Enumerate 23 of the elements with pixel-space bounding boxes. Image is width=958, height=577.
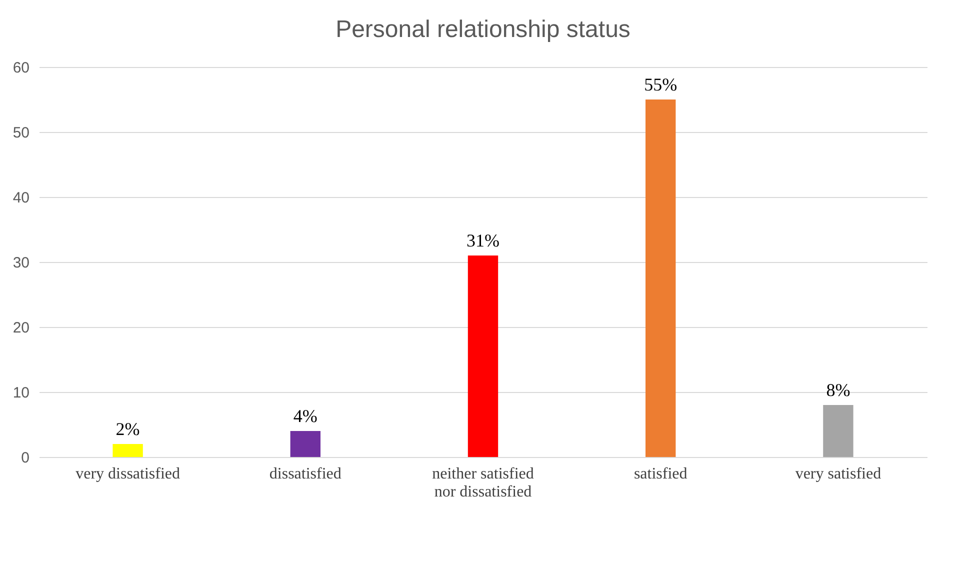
data-label: 55% xyxy=(644,74,678,94)
x-tick-label: satisfied xyxy=(634,466,688,482)
data-label: 31% xyxy=(466,230,500,250)
y-tick-label: 40 xyxy=(12,190,30,206)
bar xyxy=(112,444,143,457)
bar xyxy=(468,256,498,457)
bar xyxy=(823,405,854,457)
data-label: 8% xyxy=(826,380,850,400)
y-tick-label: 50 xyxy=(12,124,30,142)
y-tick-label: 30 xyxy=(12,254,30,272)
x-tick-label: very dissatisfied xyxy=(76,466,180,482)
x-tick-label: neither satisfied nor dissatisfied xyxy=(432,466,534,500)
x-tick-label: dissatisfied xyxy=(269,466,342,482)
y-tick-label: 60 xyxy=(12,60,30,76)
bar xyxy=(646,100,676,457)
y-tick-label: 20 xyxy=(12,320,30,336)
bar xyxy=(290,431,320,457)
y-tick-label: 10 xyxy=(12,384,30,402)
chart-title: Personal relationship status xyxy=(336,16,630,43)
data-label: 2% xyxy=(116,419,140,439)
data-label: 4% xyxy=(293,406,318,426)
x-tick-label: very satisfied xyxy=(795,466,882,482)
y-tick-label: 0 xyxy=(21,450,30,466)
